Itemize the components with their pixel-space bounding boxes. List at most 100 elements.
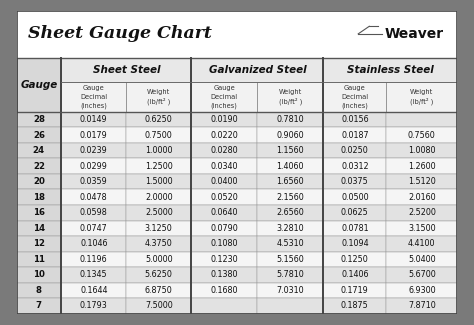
Text: 0.0359: 0.0359 (80, 177, 108, 186)
Text: 0.0149: 0.0149 (80, 115, 108, 124)
Text: 0.0781: 0.0781 (341, 224, 369, 233)
Text: 2.0160: 2.0160 (408, 193, 436, 202)
Text: 0.1230: 0.1230 (210, 255, 238, 264)
Bar (191, 205, 257, 220)
Text: 3.2810: 3.2810 (276, 224, 304, 233)
Bar (17, 11, 457, 58)
Bar (126, 298, 191, 314)
Bar (61, 143, 126, 158)
Bar (257, 220, 323, 236)
Bar (191, 158, 257, 174)
Text: Stainless Steel: Stainless Steel (347, 65, 434, 75)
Text: 0.0500: 0.0500 (341, 193, 369, 202)
Bar (17, 220, 61, 236)
Bar (126, 220, 191, 236)
Bar (323, 127, 386, 143)
Bar (191, 127, 257, 143)
Text: 16: 16 (33, 208, 45, 217)
Bar (61, 236, 126, 252)
Text: Weight: Weight (279, 89, 302, 95)
Bar (323, 143, 386, 158)
Bar (61, 252, 126, 267)
Bar (386, 189, 457, 205)
Bar (386, 298, 457, 314)
Text: Sheet Gauge Chart: Sheet Gauge Chart (27, 25, 211, 42)
Text: 5.1560: 5.1560 (276, 255, 304, 264)
Bar (17, 174, 61, 189)
Text: 4.4100: 4.4100 (408, 239, 436, 248)
Text: 0.0598: 0.0598 (80, 208, 108, 217)
Bar (323, 58, 457, 82)
Bar (61, 267, 126, 282)
Text: 2.5000: 2.5000 (145, 208, 173, 217)
Text: 0.1719: 0.1719 (341, 286, 369, 295)
Bar (126, 205, 191, 220)
Text: 0.0299: 0.0299 (80, 162, 108, 171)
Bar (257, 205, 323, 220)
Bar (386, 127, 457, 143)
Bar (191, 252, 257, 267)
Bar (323, 236, 386, 252)
Bar (257, 143, 323, 158)
Text: 0.0625: 0.0625 (341, 208, 369, 217)
Bar (191, 174, 257, 189)
Text: 0.7810: 0.7810 (276, 115, 304, 124)
Text: 0.1196: 0.1196 (80, 255, 108, 264)
Bar (61, 205, 126, 220)
Text: (lb/ft² ): (lb/ft² ) (147, 98, 171, 105)
Text: 0.1380: 0.1380 (210, 270, 238, 279)
Text: 10: 10 (33, 270, 45, 279)
Bar (323, 112, 386, 127)
Text: Gauge: Gauge (83, 85, 105, 91)
Text: 0.0179: 0.0179 (80, 131, 108, 140)
Text: 1.4060: 1.4060 (276, 162, 304, 171)
Bar (17, 127, 61, 143)
Text: 0.1094: 0.1094 (341, 239, 369, 248)
Text: (inches): (inches) (81, 103, 107, 109)
Text: 0.0400: 0.0400 (210, 177, 238, 186)
Text: 0.0340: 0.0340 (210, 162, 238, 171)
Text: 2.6560: 2.6560 (276, 208, 304, 217)
Bar (323, 189, 386, 205)
Text: 1.6560: 1.6560 (276, 177, 304, 186)
Text: 4.5310: 4.5310 (276, 239, 304, 248)
Text: 0.0312: 0.0312 (341, 162, 369, 171)
Text: 5.6700: 5.6700 (408, 270, 436, 279)
Text: 7.0310: 7.0310 (276, 286, 304, 295)
Text: Decimal: Decimal (211, 94, 238, 100)
Bar (191, 220, 257, 236)
Bar (126, 158, 191, 174)
Bar (323, 82, 386, 112)
Bar (17, 189, 61, 205)
Text: (inches): (inches) (341, 103, 368, 109)
Text: 0.1080: 0.1080 (210, 239, 238, 248)
Text: 7.5000: 7.5000 (145, 301, 173, 310)
Bar (257, 174, 323, 189)
Text: Weight: Weight (410, 89, 434, 95)
Text: 1.5000: 1.5000 (145, 177, 173, 186)
Bar (191, 189, 257, 205)
Text: 0.1406: 0.1406 (341, 270, 369, 279)
Text: 0.0520: 0.0520 (210, 193, 238, 202)
Text: 0.0375: 0.0375 (341, 177, 369, 186)
Bar (257, 189, 323, 205)
Bar (191, 58, 323, 82)
Bar (17, 236, 61, 252)
Bar (191, 236, 257, 252)
Bar (386, 143, 457, 158)
Bar (257, 82, 323, 112)
Bar (17, 252, 61, 267)
Bar (17, 205, 61, 220)
Text: 0.1046: 0.1046 (80, 239, 108, 248)
Bar (386, 267, 457, 282)
Bar (386, 282, 457, 298)
Bar (126, 174, 191, 189)
Text: Gauge: Gauge (344, 85, 366, 91)
Bar (126, 252, 191, 267)
Bar (126, 112, 191, 127)
Bar (126, 282, 191, 298)
Text: 0.0747: 0.0747 (80, 224, 108, 233)
Bar (323, 158, 386, 174)
Bar (257, 298, 323, 314)
Text: 0.1644: 0.1644 (80, 286, 108, 295)
